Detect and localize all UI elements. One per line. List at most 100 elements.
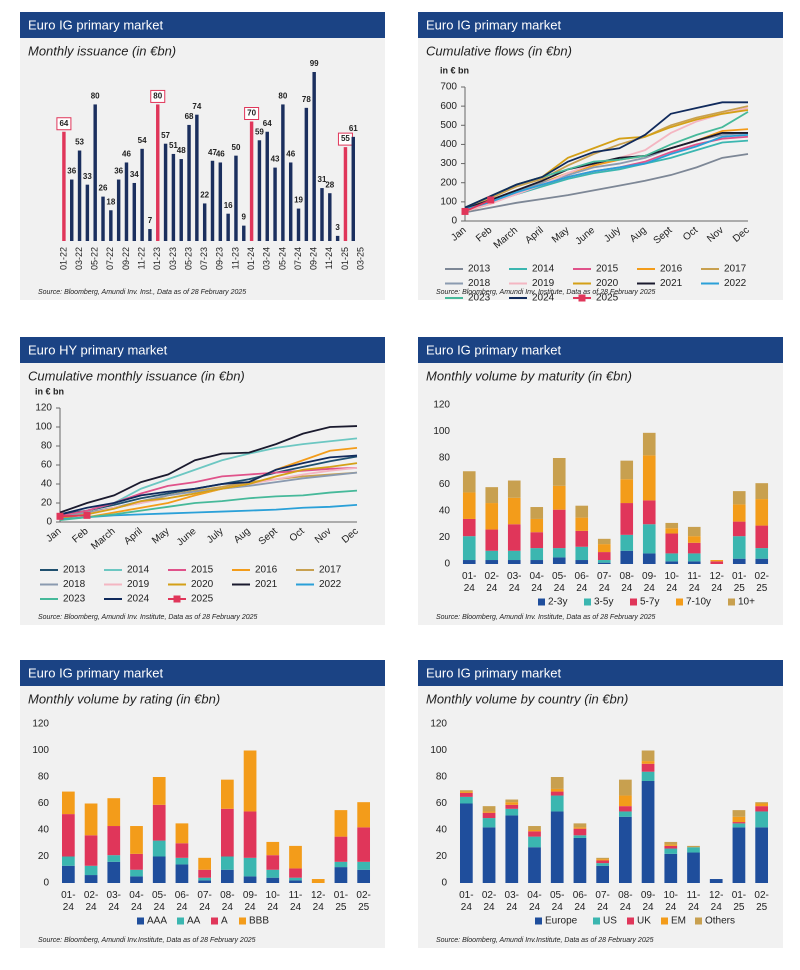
value-label: 64 xyxy=(263,119,272,128)
bar-segment xyxy=(687,852,700,883)
x-tick-label: 08-24 xyxy=(620,571,634,594)
value-label: 54 xyxy=(138,136,147,145)
x-tick-label: 01-25 xyxy=(732,571,746,594)
value-label: 48 xyxy=(177,146,186,155)
bar-segment xyxy=(152,804,166,841)
bar xyxy=(101,196,105,241)
x-tick-label: 02-24 xyxy=(485,571,499,594)
x-tick-label: 05-24 xyxy=(277,247,287,270)
bar-segment xyxy=(84,865,98,876)
x-tick-label: 03-24 xyxy=(505,890,519,913)
bar xyxy=(195,114,199,241)
x-tick-label-part: 06- xyxy=(175,890,189,901)
x-tick-label-part: 24 xyxy=(597,902,609,913)
bar-segment xyxy=(152,840,166,857)
x-tick-label-part: 01- xyxy=(732,890,746,901)
x-tick-label-part: 08- xyxy=(220,890,234,901)
bar xyxy=(132,182,137,241)
bar-segment xyxy=(61,865,75,883)
bar-segment xyxy=(459,791,473,793)
bar-segment xyxy=(732,558,746,564)
x-tick-label-part: 04- xyxy=(129,890,143,901)
bar-segment xyxy=(597,552,611,561)
panel-header-title: Euro IG primary market xyxy=(28,17,163,32)
bar-segment xyxy=(528,831,541,837)
x-tick-label-part: 09- xyxy=(642,571,656,582)
x-tick-label-part: 03- xyxy=(507,571,521,582)
bar-segment xyxy=(130,826,143,854)
value-label: 18 xyxy=(106,197,115,206)
bar-segment xyxy=(505,799,519,803)
bar-segment xyxy=(575,505,589,518)
x-tick-label: 05-24 xyxy=(152,890,166,913)
panel-background xyxy=(418,686,783,948)
marker xyxy=(56,512,64,520)
panel-header xyxy=(418,12,783,38)
panel-background xyxy=(418,363,783,625)
x-tick-label-part: 05- xyxy=(152,890,166,901)
bar xyxy=(171,153,176,241)
bar-segment xyxy=(482,811,496,813)
x-tick-label-part: 01- xyxy=(459,890,473,901)
bar-segment xyxy=(485,503,499,530)
value-label: 3 xyxy=(335,223,340,232)
x-tick-label-part: 03- xyxy=(107,890,121,901)
x-tick-label-part: 05- xyxy=(550,890,564,901)
chart-source: Source: Bloomberg, Amundi Inv.Institute,… xyxy=(38,937,256,944)
x-tick-label-part: 24 xyxy=(108,902,120,913)
bar-segment xyxy=(84,835,98,866)
bar-segment xyxy=(175,864,189,883)
bar-segment xyxy=(641,750,655,762)
bar xyxy=(124,162,129,241)
bar-segment xyxy=(597,560,611,563)
line xyxy=(464,153,749,214)
panel: Euro IG primary market Monthly issuance (… xyxy=(20,12,385,300)
legend-swatch xyxy=(695,917,702,925)
legend-label: 2018 xyxy=(63,579,86,590)
legend-swatch xyxy=(177,917,184,925)
x-tick-label-part: 09- xyxy=(243,890,257,901)
bar-segment xyxy=(459,792,473,797)
bar xyxy=(249,121,254,241)
x-tick-label-part: 06- xyxy=(575,571,589,582)
bar-segment xyxy=(596,860,610,864)
line xyxy=(59,447,358,521)
bar-segment xyxy=(289,868,302,878)
bar-segment xyxy=(642,524,656,554)
legend-swatch xyxy=(137,917,144,925)
legend-label: 3-5y xyxy=(594,597,613,608)
legend-label: 5-7y xyxy=(640,597,659,608)
panel: Euro IG primary market Monthly volume by … xyxy=(20,660,385,948)
x-tick-label: 10-24 xyxy=(664,890,678,913)
x-tick-label: 07-24 xyxy=(595,890,609,913)
bar-segment xyxy=(507,560,521,564)
legend-label: 10+ xyxy=(738,597,755,608)
legend-swatch xyxy=(584,598,591,606)
y-tick-label: 80 xyxy=(38,772,50,783)
bar-segment xyxy=(575,546,589,561)
bar-segment xyxy=(220,856,234,870)
x-tick-label-part: 24 xyxy=(644,583,656,594)
bar-segment xyxy=(220,779,234,809)
bar-segment xyxy=(573,837,587,883)
bar-segment xyxy=(642,455,656,501)
bar-segment xyxy=(755,803,769,807)
y-axis-label: in € bn xyxy=(35,386,64,396)
y-tick-label: 120 xyxy=(32,719,49,730)
bar-segment xyxy=(505,815,519,883)
value-label: 78 xyxy=(302,95,311,104)
bar-segment xyxy=(485,550,499,561)
x-tick-label: 08-24 xyxy=(220,890,234,913)
x-tick-label-part: 24 xyxy=(554,583,566,594)
bar-segment xyxy=(505,808,519,816)
bar-segment xyxy=(575,530,589,547)
bar-segment xyxy=(311,879,325,883)
x-tick-label: 04-24 xyxy=(530,571,544,594)
bar-segment xyxy=(61,856,75,866)
x-tick-label: 02-25 xyxy=(356,890,370,913)
value-label: 47 xyxy=(208,148,217,157)
bar-segment xyxy=(597,562,611,564)
bar-segment xyxy=(266,877,280,883)
value-label: 33 xyxy=(83,172,92,181)
x-tick-label: 11-24 xyxy=(687,890,701,913)
